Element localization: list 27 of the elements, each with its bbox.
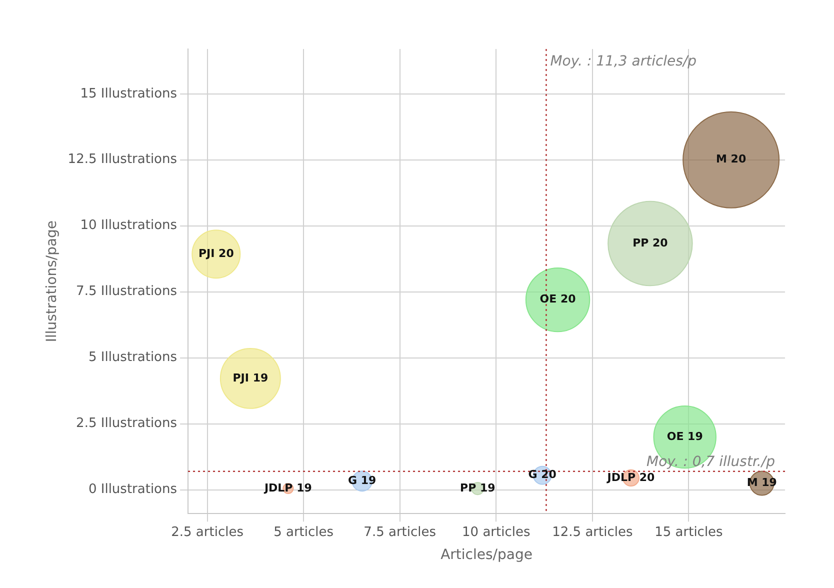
data-label: PP 20 bbox=[632, 236, 668, 250]
y-tick-label: 7.5 Illustrations bbox=[76, 284, 178, 300]
data-label: OE 20 bbox=[540, 292, 576, 306]
y-tick-label: 15 Illustrations bbox=[80, 86, 178, 102]
data-label: OE 19 bbox=[666, 430, 703, 443]
y-axis-title: Illustrations/page bbox=[44, 220, 60, 342]
x-tick-label: 2.5 articles bbox=[171, 524, 244, 540]
y-tick-label: 5 Illustrations bbox=[88, 350, 178, 366]
data-label: M 20 bbox=[716, 152, 746, 166]
y-tick-label: 12.5 Illustrations bbox=[68, 152, 178, 168]
ref-line-label: Moy. : 11,3 articles/p bbox=[550, 54, 697, 70]
data-label: G 20 bbox=[528, 468, 557, 482]
data-label: G 19 bbox=[348, 474, 376, 487]
data-label: PJI 20 bbox=[198, 246, 234, 260]
x-tick-label: 12.5 articles bbox=[552, 524, 633, 540]
data-label: JDLP 20 bbox=[606, 470, 656, 484]
x-axis-title: Articles/page bbox=[440, 547, 532, 564]
y-tick-label: 2.5 Illustrations bbox=[76, 416, 178, 432]
y-tick-label: 10 Illustrations bbox=[80, 218, 178, 234]
x-tick-label: 5 articles bbox=[274, 524, 334, 540]
data-label: PJI 19 bbox=[232, 371, 268, 384]
data-label: JDLP 19 bbox=[263, 481, 312, 494]
y-tick-label: 0 Illustrations bbox=[88, 482, 178, 498]
x-tick-label: 15 articles bbox=[654, 524, 724, 540]
data-label: PP 19 bbox=[460, 481, 496, 494]
x-tick-label: 7.5 articles bbox=[364, 524, 436, 540]
x-tick-label: 10 articles bbox=[462, 524, 530, 540]
